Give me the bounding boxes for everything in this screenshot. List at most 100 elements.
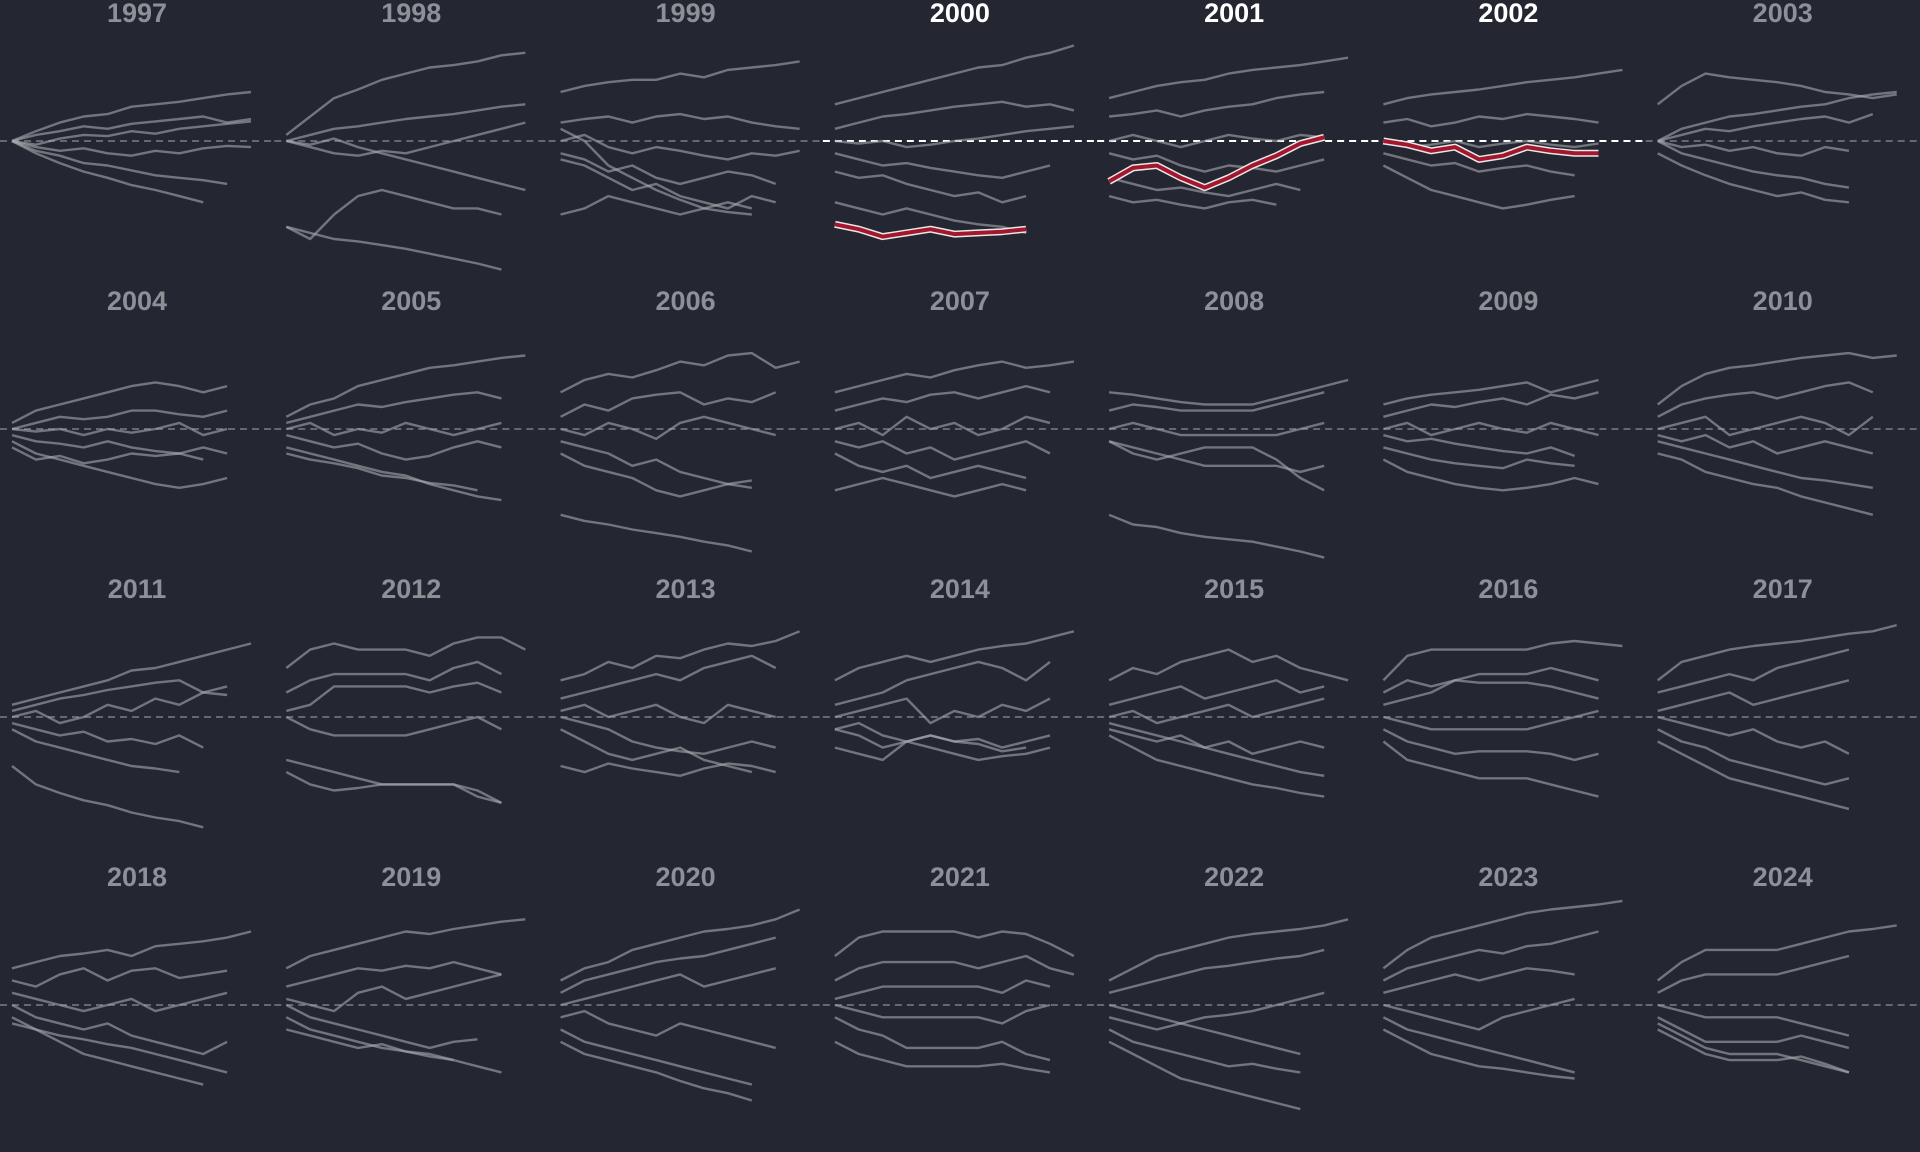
series-line <box>834 728 1027 753</box>
series-line <box>560 391 777 418</box>
series-line <box>834 125 1075 149</box>
series-line <box>1382 930 1599 982</box>
series-line <box>11 440 228 489</box>
panel-title: 2024 <box>1753 862 1813 892</box>
series-line <box>1108 721 1325 755</box>
series-line <box>834 954 1075 982</box>
series-line <box>1657 740 1850 811</box>
series-line <box>834 452 1027 480</box>
series-line <box>1108 734 1325 798</box>
series-line <box>560 112 800 130</box>
series-line <box>560 127 752 216</box>
panel: 2008 <box>1097 286 1372 559</box>
series-line <box>560 513 753 553</box>
series-line <box>285 1003 478 1050</box>
series-line <box>1108 90 1325 118</box>
series-line <box>285 188 502 241</box>
series-line <box>286 681 502 713</box>
series-line <box>11 139 204 204</box>
series-line <box>834 721 1051 749</box>
panel: 2007 <box>822 286 1098 498</box>
series-line <box>560 654 777 700</box>
series-line <box>11 765 204 829</box>
series-line <box>1383 997 1575 1031</box>
series-line <box>560 703 776 725</box>
panel: 2019 <box>274 862 549 1074</box>
series-line <box>11 446 204 465</box>
series-line <box>560 351 800 394</box>
series-line <box>286 421 502 437</box>
series-line <box>286 973 502 1013</box>
panel-title: 2007 <box>930 286 990 316</box>
series-line <box>286 446 502 502</box>
panel: 2003 <box>1645 0 1920 204</box>
series-line <box>1382 1028 1575 1080</box>
highlight-line <box>1108 135 1325 190</box>
series-line <box>1108 194 1277 210</box>
panel-title: 2018 <box>107 862 167 892</box>
series-line <box>834 979 1051 1001</box>
series-line <box>11 1022 228 1074</box>
panel-title: 2015 <box>1204 574 1264 604</box>
series-line <box>11 433 228 455</box>
panel: 2006 <box>548 286 823 553</box>
panel-title: 2009 <box>1478 286 1538 316</box>
panel-title: 2012 <box>381 574 441 604</box>
series-line <box>285 715 502 737</box>
series-line <box>1108 991 1325 1025</box>
panel-title: 2021 <box>930 862 990 892</box>
series-line <box>1108 176 1301 198</box>
panel: 1998 <box>274 0 549 271</box>
panel: 2013 <box>548 574 823 777</box>
series-line <box>1657 728 1850 786</box>
panel: 2024 <box>1645 862 1920 1074</box>
series-line <box>1657 433 1874 455</box>
series-line <box>560 60 800 94</box>
series-line <box>285 433 502 461</box>
series-line <box>834 697 1051 725</box>
series-line <box>1383 421 1599 437</box>
panel-title: 2003 <box>1753 0 1813 28</box>
series-line <box>285 918 526 970</box>
series-line <box>560 630 801 682</box>
series-line <box>560 936 777 994</box>
series-line <box>285 636 526 669</box>
panel-title: 2020 <box>656 862 716 892</box>
series-line <box>285 771 502 804</box>
panel-title: 2014 <box>930 574 990 604</box>
panel-title: 2005 <box>381 286 441 316</box>
series-line <box>834 630 1075 682</box>
panel: 2000 <box>822 0 1098 241</box>
panel: 2021 <box>822 862 1098 1074</box>
series-line <box>11 1003 228 1056</box>
series-line <box>1382 458 1599 492</box>
series-line <box>1657 112 1874 143</box>
series-line <box>560 715 776 755</box>
series-line <box>285 1016 502 1074</box>
series-line <box>286 103 526 143</box>
series-line <box>834 44 1075 106</box>
series-line <box>11 642 252 706</box>
series-line <box>1383 433 1576 458</box>
series-line <box>834 384 1051 412</box>
panel-title: 2022 <box>1204 862 1264 892</box>
series-line <box>1383 378 1599 406</box>
series-line <box>1108 728 1325 777</box>
panel-title: 1998 <box>381 0 441 28</box>
series-line <box>1382 728 1599 762</box>
series-line <box>834 930 1075 958</box>
series-line <box>11 381 228 424</box>
series-line <box>286 452 478 492</box>
series-line <box>1108 1040 1301 1111</box>
series-line <box>11 721 204 749</box>
series-line <box>1657 381 1874 418</box>
panel-title: 2000 <box>930 0 990 28</box>
series-line <box>834 415 1051 437</box>
series-line <box>1657 440 1873 489</box>
series-line <box>1108 56 1349 100</box>
series-line <box>834 440 1051 461</box>
series-line <box>1657 1003 1850 1037</box>
series-line <box>1108 513 1325 559</box>
